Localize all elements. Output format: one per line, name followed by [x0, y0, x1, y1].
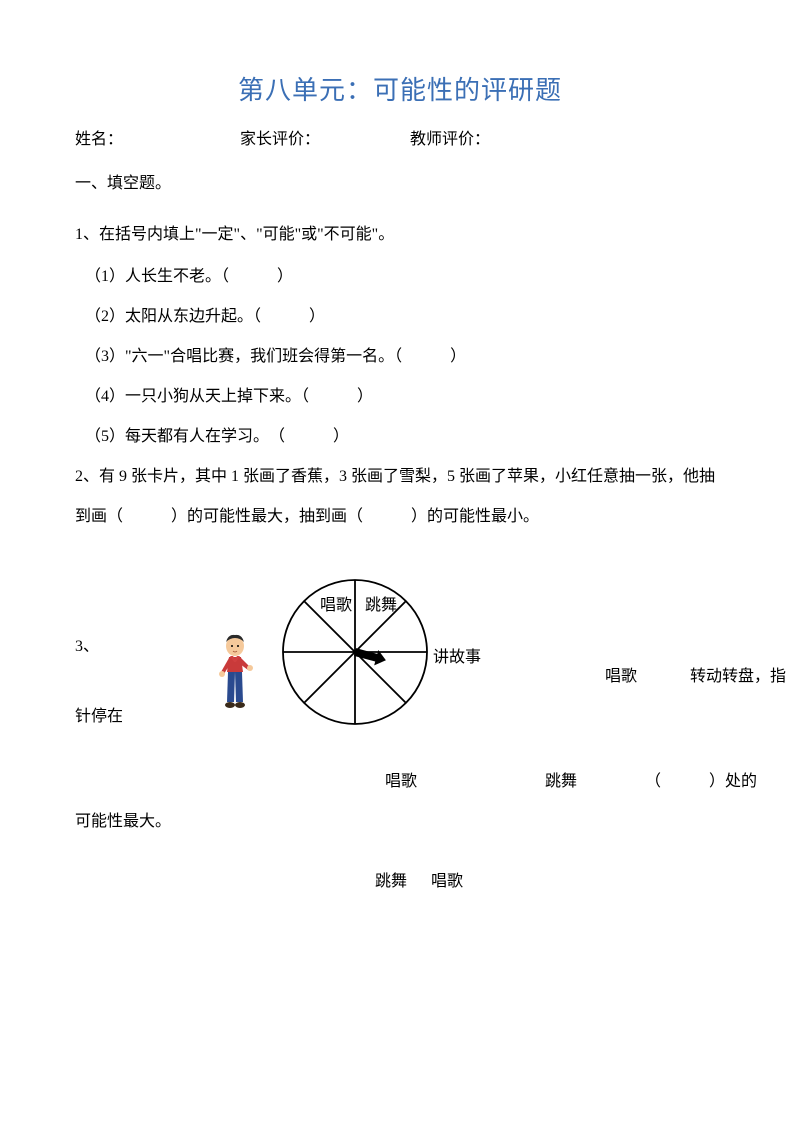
- q3-text: 唱歌: [431, 873, 463, 890]
- svg-text:唱歌: 唱歌: [320, 596, 352, 614]
- section-heading: 一、填空题。: [75, 169, 725, 193]
- q1-item: （3）"六一"合唱比赛，我们班会得第一名。（ ）: [75, 337, 725, 377]
- q1-item: （5）每天都有人在学习。 （ ）: [75, 417, 725, 457]
- teacher-eval-label: 教师评价：: [410, 125, 490, 149]
- q3-text: 跳舞: [375, 873, 407, 890]
- q1-prompt: 1、在括号内填上"一定"、"可能"或"不可能"。: [75, 215, 725, 255]
- q3-text: 针停在: [75, 702, 123, 726]
- q3-text: 唱歌: [385, 767, 417, 791]
- q3-text: 跳舞: [545, 767, 577, 791]
- parent-eval-label: 家长评价：: [240, 125, 410, 149]
- q3-text: 可能性最大。: [75, 807, 171, 831]
- q3-line4: 跳舞 唱歌: [375, 867, 483, 891]
- q3-text: （ ）处的: [645, 767, 757, 791]
- q3-container: 3、: [75, 567, 725, 867]
- header-line: 姓名： 家长评价： 教师评价：: [75, 125, 725, 149]
- q3-number: 3、: [75, 632, 99, 656]
- page-title: 第八单元：可能性的评研题: [75, 70, 725, 107]
- boy-illustration: [210, 632, 260, 727]
- name-label: 姓名：: [75, 125, 240, 149]
- q1-item: （4）一只小狗从天上掉下来。（ ）: [75, 377, 725, 417]
- q3-text: 转动转盘，指: [690, 662, 786, 686]
- q2-text: 2、有 9 张卡片，其中 1 张画了香蕉，3 张画了雪梨，5 张画了苹果，小红任…: [75, 457, 725, 537]
- svg-text:讲故事: 讲故事: [433, 648, 481, 666]
- svg-text:跳舞: 跳舞: [365, 596, 397, 614]
- spinner-diagram: 唱歌 跳舞 讲故事: [265, 567, 525, 742]
- q3-text: 唱歌: [605, 662, 637, 686]
- q1-item: （2）太阳从东边升起。（ ）: [75, 297, 725, 337]
- q1-item: （1）人长生不老。（ ）: [75, 257, 725, 297]
